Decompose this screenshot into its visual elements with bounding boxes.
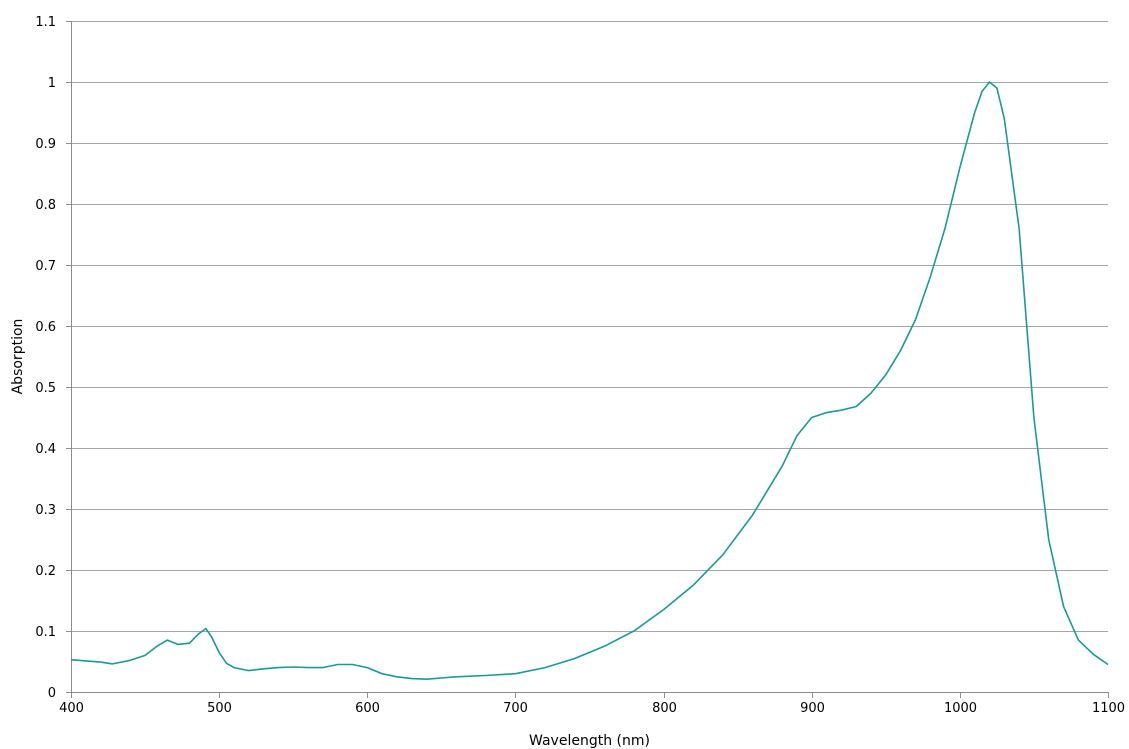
series-line xyxy=(70,81,1109,681)
x-tick-label: 400 xyxy=(59,701,84,716)
y-tick-label: 0.8 xyxy=(35,198,56,213)
series-layer xyxy=(70,81,1109,681)
y-axis-title: Absorption xyxy=(10,319,26,395)
x-tick-label: 700 xyxy=(503,701,528,716)
y-tick-label: 0.4 xyxy=(35,442,56,457)
y-tick-label: 0.3 xyxy=(35,503,56,518)
x-tick-label: 1100 xyxy=(1092,701,1125,716)
x-tick-label: 900 xyxy=(800,701,825,716)
y-tick-label: 0.5 xyxy=(35,381,56,396)
y-tick-label: 0.9 xyxy=(35,137,56,152)
y-tick-label: 0 xyxy=(48,686,56,701)
x-tick-label: 1000 xyxy=(944,701,977,716)
tick-labels: 0 0.1 0.2 0.3 0.4 0.5 0.6 0.7 0.8 0.9 1 1.1 400 500 60… xyxy=(35,15,1125,716)
y-tick-label: 0.7 xyxy=(35,259,56,274)
x-tick-label: 800 xyxy=(652,701,677,716)
axes xyxy=(66,21,1109,698)
y-tick-label: 1 xyxy=(48,76,56,91)
y-tick-label: 0.2 xyxy=(35,564,56,579)
y-tick-label: 0.1 xyxy=(35,625,56,640)
x-axis-title: Wavelength (nm) xyxy=(529,733,650,749)
x-tick-label: 500 xyxy=(207,701,232,716)
x-tick-label: 600 xyxy=(355,701,380,716)
y-tick-label: 1.1 xyxy=(35,15,56,30)
gridlines xyxy=(71,21,1108,632)
y-tick-label: 0.6 xyxy=(35,320,56,335)
